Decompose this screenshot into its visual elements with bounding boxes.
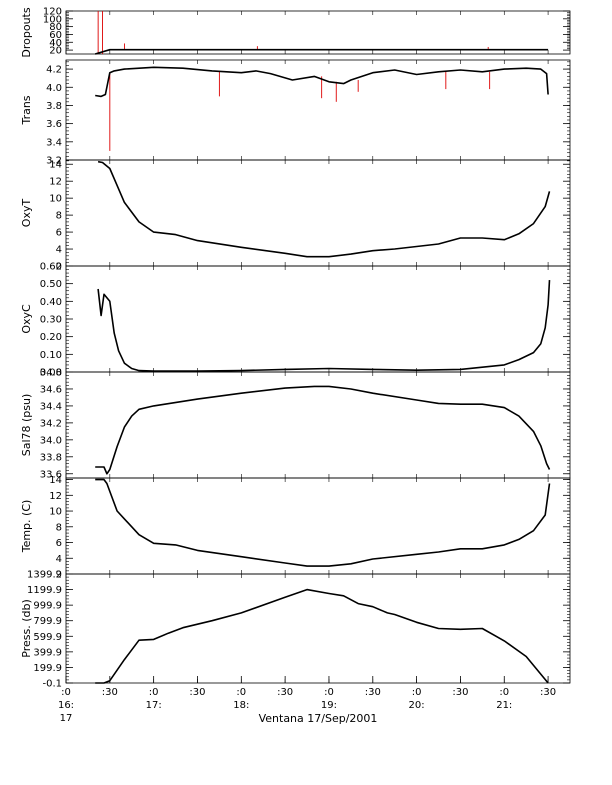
panel-frame bbox=[65, 477, 571, 575]
y-tick-label: 8 bbox=[56, 211, 62, 222]
y-tick-label: 34.2 bbox=[40, 418, 62, 429]
series-line bbox=[95, 66, 549, 98]
series-line bbox=[95, 385, 551, 475]
x-tick-label: :30 bbox=[365, 687, 381, 698]
y-tick-label: 34.4 bbox=[40, 401, 62, 412]
panel-5: 33.6 33.8 34.0 34.2 34.4 34.6 34.8 Sal78 (psu) bbox=[20, 368, 571, 480]
panel-frame bbox=[65, 573, 571, 684]
y-tick-label: 3.2 bbox=[46, 156, 62, 167]
y-axis-title: Press. (db) bbox=[20, 599, 33, 658]
y-tick-label: 34.8 bbox=[40, 368, 62, 379]
series-line bbox=[97, 160, 551, 258]
x-tick-label: :30 bbox=[189, 687, 205, 698]
x-tick-label: :0 bbox=[324, 687, 334, 698]
x-tick-label: :30 bbox=[102, 687, 118, 698]
x-tick-sublabel: 19: bbox=[321, 700, 337, 711]
y-tick-label: 4 bbox=[56, 245, 62, 256]
y-axis-title: Temp. (C) bbox=[20, 500, 33, 554]
y-tick-label: 4 bbox=[56, 554, 62, 565]
y-tick-label: 0.40 bbox=[40, 297, 62, 308]
panel-frame bbox=[65, 59, 571, 161]
x-tick-sublabel: 21: bbox=[496, 700, 512, 711]
y-tick-label: 0.50 bbox=[40, 279, 62, 290]
y-tick-label: 33.6 bbox=[40, 469, 62, 480]
x-axis-title: Ventana 17/Sep/2001 bbox=[259, 712, 378, 725]
y-tick-label: 799.9 bbox=[33, 616, 62, 627]
y-tick-label: 4.0 bbox=[46, 83, 62, 94]
panel-frame bbox=[65, 159, 571, 267]
x-tick-sublabel: 20: bbox=[409, 700, 425, 711]
panel-4: 0.00 0.10 0.20 0.30 0.40 0.50 0.60 OxyC bbox=[20, 262, 571, 379]
x-tick-sublabel: 18: bbox=[233, 700, 249, 711]
x-tick-label: :0 bbox=[61, 687, 71, 698]
y-tick-label: 6 bbox=[56, 538, 62, 549]
x-tick-sublabel: 17: bbox=[146, 700, 162, 711]
y-tick-label: 80 bbox=[49, 22, 62, 33]
y-axis-title: OxyT bbox=[20, 199, 33, 228]
x-tick-label: :0 bbox=[412, 687, 422, 698]
y-tick-label: 599.9 bbox=[33, 632, 62, 643]
y-tick-label: 0.10 bbox=[40, 350, 62, 361]
y-tick-label: 1199.9 bbox=[27, 585, 62, 596]
x-tick-label: :0 bbox=[149, 687, 159, 698]
y-axis-title: Sal78 (psu) bbox=[20, 394, 33, 457]
x-tick-label: :0 bbox=[236, 687, 246, 698]
y-tick-label: 12 bbox=[49, 491, 62, 502]
y-tick-label: 100 bbox=[43, 14, 62, 25]
y-tick-label: 33.8 bbox=[40, 452, 62, 463]
y-tick-label: 199.9 bbox=[33, 663, 62, 674]
panel-3: 2 4 6 8 10 12 14 OxyT bbox=[20, 159, 571, 273]
x-tick-sublabel: 16: bbox=[58, 700, 74, 711]
y-tick-label: 34.0 bbox=[40, 435, 62, 446]
x-tick-label: :30 bbox=[540, 687, 556, 698]
y-tick-label: 3.4 bbox=[46, 137, 62, 148]
y-tick-label: 14 bbox=[49, 160, 62, 171]
panel-2: 3.2 3.4 3.6 3.8 4.0 4.2 Trans bbox=[20, 59, 571, 167]
y-tick-label: 10 bbox=[49, 507, 62, 518]
y-tick-label: -0.1 bbox=[42, 679, 62, 690]
y-axis-title: Trans bbox=[20, 95, 33, 125]
y-tick-label: 1399.9 bbox=[27, 570, 62, 581]
y-tick-label: 399.9 bbox=[33, 647, 62, 658]
y-tick-label: 20 bbox=[49, 46, 62, 57]
x-tick-label: :0 bbox=[499, 687, 509, 698]
y-tick-label: 40 bbox=[49, 38, 62, 49]
y-tick-label: 0.00 bbox=[40, 368, 62, 379]
y-tick-label: 6 bbox=[56, 228, 62, 239]
x-tick-label: :30 bbox=[452, 687, 468, 698]
y-tick-label: 4.2 bbox=[46, 65, 62, 76]
y-tick-label: 0.30 bbox=[40, 315, 62, 326]
y-tick-label: 999.9 bbox=[33, 601, 62, 612]
x-axis: :0 16: :30 :0 17: :30 :0 18: :30 :0 19: :30 :0 20: :30… bbox=[58, 676, 556, 724]
panel-frame bbox=[65, 371, 571, 479]
y-tick-label: 34.6 bbox=[40, 384, 62, 395]
series-line bbox=[95, 588, 549, 684]
panel-frame bbox=[65, 10, 571, 55]
panel-7: -0.1 199.9 399.9 599.9 799.9 999.9 1199.9 1399.… bbox=[20, 570, 571, 690]
series-line bbox=[94, 48, 549, 55]
series-line bbox=[97, 280, 551, 372]
y-tick-label: 3.6 bbox=[46, 119, 62, 130]
x-date-label: 17 bbox=[60, 713, 73, 724]
y-tick-label: 12 bbox=[49, 177, 62, 188]
y-tick-label: 10 bbox=[49, 194, 62, 205]
y-tick-label: 60 bbox=[49, 30, 62, 41]
series-line bbox=[95, 478, 551, 567]
y-tick-label: 120 bbox=[43, 7, 62, 18]
panel-6: 2 4 6 8 10 12 14 Temp. (C) bbox=[20, 475, 571, 581]
y-tick-label: 3.8 bbox=[46, 101, 62, 112]
y-tick-label: 0.60 bbox=[40, 262, 62, 273]
y-axis-title: Dropouts bbox=[20, 7, 33, 57]
y-tick-label: 2 bbox=[56, 262, 62, 273]
y-axis-title: OxyC bbox=[20, 304, 33, 334]
y-tick-label: 0.20 bbox=[40, 332, 62, 343]
y-tick-label: 2 bbox=[56, 570, 62, 581]
x-tick-label: :30 bbox=[277, 687, 293, 698]
y-tick-label: 8 bbox=[56, 522, 62, 533]
y-tick-label: 14 bbox=[49, 475, 62, 486]
panel-frame bbox=[65, 265, 571, 373]
